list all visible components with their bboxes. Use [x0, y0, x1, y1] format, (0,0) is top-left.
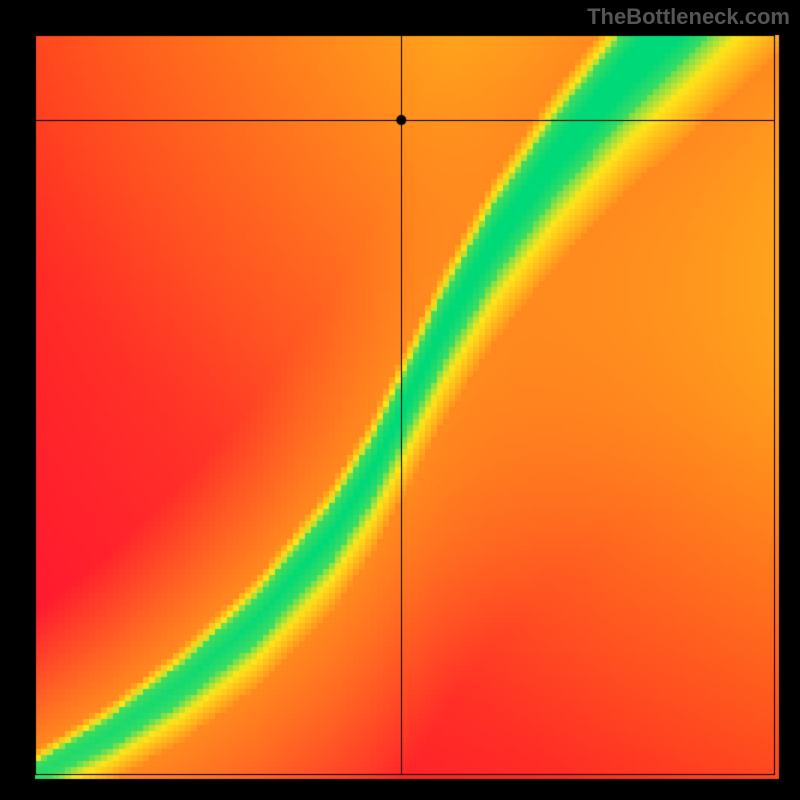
heatmap-canvas [0, 0, 800, 800]
chart-container: TheBottleneck.com [0, 0, 800, 800]
watermark-text: TheBottleneck.com [587, 4, 790, 30]
